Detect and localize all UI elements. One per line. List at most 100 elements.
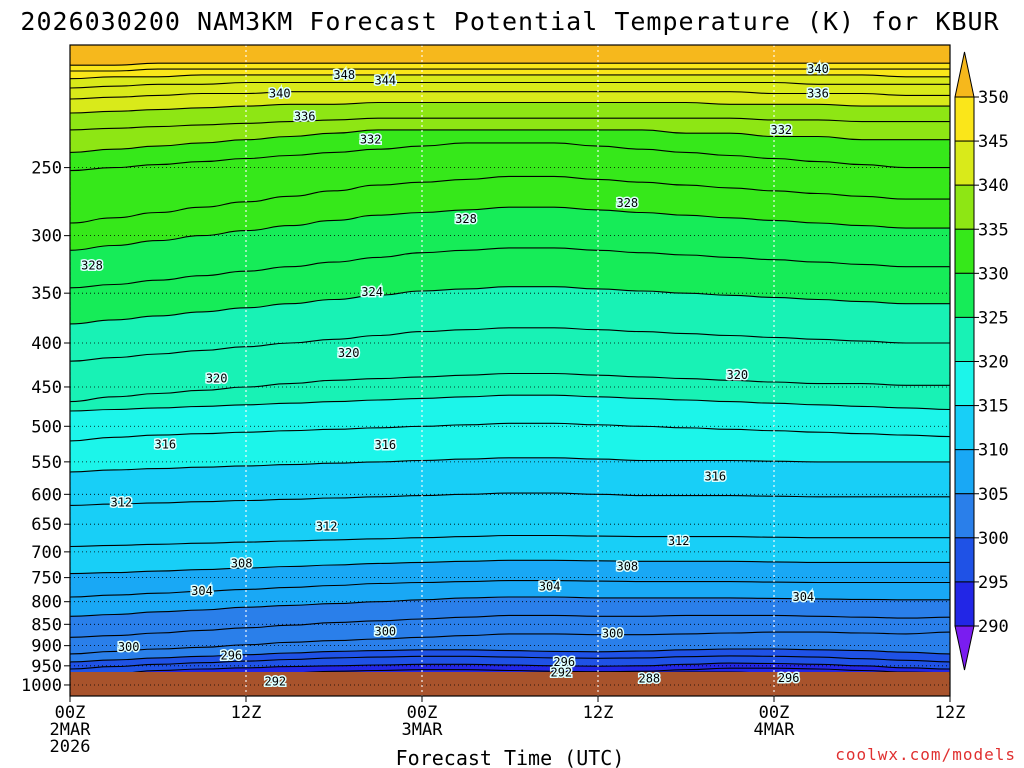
contour-label-text: 296 xyxy=(220,648,242,662)
contour-label-text: 332 xyxy=(770,123,792,137)
colorbar-label-345: 345 xyxy=(978,132,1009,152)
contour-line-theta_330 xyxy=(70,175,950,224)
contour-label-text: 332 xyxy=(360,133,382,147)
colorbar-segment-7 xyxy=(954,405,975,451)
contour-line-theta_306 xyxy=(70,580,950,598)
contour-line-theta_312 xyxy=(70,492,950,506)
y-tick-label-1000: 1000 xyxy=(21,676,62,696)
colorbar-label-290: 290 xyxy=(978,617,1009,637)
plot-area: 348 3443403363323403363323283283283243203… xyxy=(70,45,950,696)
contour-label-1: 344 xyxy=(373,72,398,89)
contour-label-9: 328 xyxy=(615,195,640,212)
colorbar-segment-8 xyxy=(954,449,975,495)
contour-label-text: 336 xyxy=(294,109,316,123)
contour-label-text: 312 xyxy=(316,519,338,533)
contour-line-theta_294 xyxy=(70,662,950,678)
contour-line-theta_334 xyxy=(70,129,950,153)
colorbar-label-350: 350 xyxy=(978,88,1009,108)
x-tick-label-h48-1: 4MAR xyxy=(754,720,796,740)
colorbar-label-310: 310 xyxy=(978,441,1009,461)
contour-label-19: 312 xyxy=(314,518,339,535)
y-tick-label-500: 500 xyxy=(31,417,62,437)
contour-label-text: 328 xyxy=(455,212,477,226)
contour-label-text: 316 xyxy=(154,437,176,451)
x-tick-label-h36-0: 12Z xyxy=(583,703,614,723)
contour-line-theta_338 xyxy=(70,101,950,114)
contour-label-text: 320 xyxy=(338,346,360,360)
y-tick-label-450: 450 xyxy=(31,378,62,398)
contour-label-18: 312 xyxy=(109,494,134,511)
contour-label-33: 288 xyxy=(637,670,662,687)
contour-label-29: 296 xyxy=(219,647,244,664)
x-tick-label-h12-0: 12Z xyxy=(231,703,262,723)
contour-label-2: 340 xyxy=(267,85,292,102)
contour-line-theta_344 xyxy=(70,74,950,80)
x-tick-label-h0-2: 2026 xyxy=(50,737,91,757)
colorbar: 350 345 340 335 330 325 320 315 310 305 300 295 290 xyxy=(954,51,1009,671)
contour-label-34: 296 xyxy=(776,670,801,687)
contour-label-text: 292 xyxy=(550,665,572,679)
credit-text: coolwx.com/models xyxy=(835,745,1016,764)
contour-label-text: 308 xyxy=(616,559,638,573)
contour-label-21: 308 xyxy=(229,555,254,572)
contour-label-30: 296 xyxy=(552,653,577,670)
contour-label-text: 292 xyxy=(264,675,286,689)
contour-label-text: 304 xyxy=(539,579,561,593)
contour-line-theta_328 xyxy=(70,206,950,251)
colorbar-segment-2 xyxy=(954,184,975,230)
contour-line-theta_340 xyxy=(70,91,950,100)
colorbar-segment-0 xyxy=(954,96,975,142)
colorbar-segment-6 xyxy=(954,361,975,407)
colorbar-label-325: 325 xyxy=(978,308,1009,328)
colorbar-bottom-arrow xyxy=(954,625,975,671)
contour-line-theta_316 xyxy=(70,422,950,442)
colorbar-label-320: 320 xyxy=(978,353,1009,373)
contour-label-text: 320 xyxy=(206,372,228,386)
contour-labels: 348 3443403363323403363323283283283243203… xyxy=(80,61,831,691)
colorbar-segment-3 xyxy=(954,228,975,274)
contour-label-32: 292 xyxy=(263,673,288,690)
contour-label-text: 296 xyxy=(778,671,800,685)
contour-line-theta_348 xyxy=(70,62,950,66)
contour-label-text: 324 xyxy=(361,285,383,299)
contour-line-theta_298 xyxy=(70,648,950,663)
contour-line-theta_336 xyxy=(70,117,950,131)
contour-line-theta_318 xyxy=(70,394,950,412)
contour-label-24: 304 xyxy=(537,578,562,595)
y-tick-label-400: 400 xyxy=(31,334,62,354)
y-tick-label-850: 850 xyxy=(31,615,62,635)
contour-label-text: 288 xyxy=(638,672,660,686)
contour-label-26: 300 xyxy=(116,638,141,655)
contour-label-text: 312 xyxy=(668,534,690,548)
contour-label-17: 316 xyxy=(703,468,728,485)
x-axis-label: Forecast Time (UTC) xyxy=(396,746,625,768)
contour-label-text: 308 xyxy=(231,556,253,570)
contour-label-text: 304 xyxy=(191,584,213,598)
contour-line-theta_300 xyxy=(70,631,950,655)
colorbar-segment-11 xyxy=(954,581,975,627)
terrain-ground xyxy=(70,672,950,696)
x-tick-label-h60-0: 12Z xyxy=(935,703,966,723)
contour-label-23: 304 xyxy=(190,582,215,599)
colorbar-segment-9 xyxy=(954,493,975,539)
contour-label-6: 336 xyxy=(806,85,831,102)
contour-line-theta_310 xyxy=(70,534,950,548)
contour-line-theta_326 xyxy=(70,247,950,289)
colorbar-segment-5 xyxy=(954,316,975,362)
plot-frame xyxy=(69,44,951,697)
contour-line-theta_342 xyxy=(70,81,950,89)
contour-label-22: 308 xyxy=(615,558,640,575)
contour-line-theta_332 xyxy=(70,142,950,172)
colorbar-top-arrow xyxy=(954,51,975,98)
contour-label-text: 320 xyxy=(726,368,748,382)
contour-label-0: 348 xyxy=(332,66,357,83)
contour-label-31: 292 xyxy=(549,664,574,681)
colorbar-segment-1 xyxy=(954,140,975,186)
contour-label-text: 340 xyxy=(807,62,829,76)
y-tick-label-650: 650 xyxy=(31,515,62,535)
colorbar-segment-4 xyxy=(954,272,975,318)
y-tick-label-300: 300 xyxy=(31,227,62,247)
